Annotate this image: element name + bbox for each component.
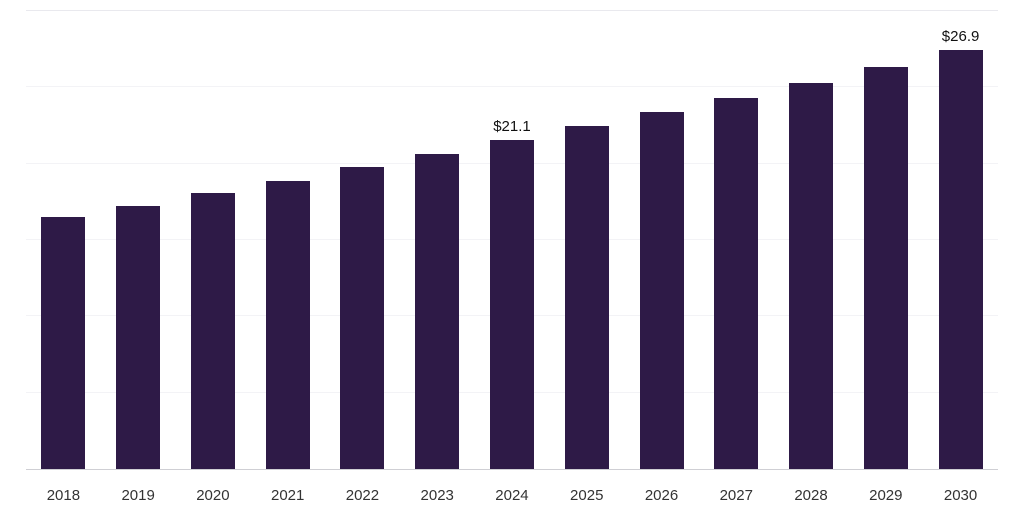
bar-group-2021: [265, 11, 310, 469]
x-tick-2028: 2028: [794, 487, 828, 504]
bar-2028: [789, 82, 834, 469]
bar-2025: [564, 126, 609, 469]
bar-group-2024: $21.1: [489, 11, 534, 469]
bar-group-2030: $26.9: [938, 11, 983, 469]
data-label-2024: $21.1: [493, 118, 531, 136]
bar-group-2022: [340, 11, 385, 469]
bar-2019: [116, 205, 161, 469]
x-tick-2018: 2018: [46, 487, 81, 504]
x-tick-2020: 2020: [196, 487, 230, 504]
bar-group-2029: [863, 11, 908, 469]
bar-2030: [938, 49, 983, 469]
x-tick-2025: 2025: [570, 487, 604, 504]
bar-2020: [190, 193, 235, 469]
bar-2018: [41, 216, 86, 469]
x-axis-labels: 2018 2019 2020 2021 2022 2023 2024 2025 2026 2027…: [26, 487, 998, 504]
bar-2029: [863, 67, 908, 469]
bar-group-2020: [190, 11, 235, 469]
bar-2023: [415, 154, 460, 469]
bar-group-2018: [41, 11, 86, 469]
x-tick-2024: 2024: [495, 487, 529, 504]
x-tick-2023: 2023: [420, 487, 454, 504]
x-tick-2019: 2019: [121, 487, 155, 504]
bar-group-2027: [714, 11, 759, 469]
x-tick-2030: 2030: [943, 487, 978, 504]
data-label-2030: $26.9: [941, 27, 980, 45]
bar-group-2023: [415, 11, 460, 469]
bar-2021: [265, 180, 310, 469]
x-tick-2026: 2026: [644, 487, 679, 504]
x-tick-2022: 2022: [345, 487, 380, 504]
bar-group-2025: [564, 11, 609, 469]
x-tick-2027: 2027: [719, 487, 753, 504]
bar-2022: [340, 166, 385, 469]
plot-area: $21.1 $26.9: [26, 10, 998, 470]
bar-group-2026: [639, 11, 684, 469]
bar-group-2019: [116, 11, 161, 469]
x-tick-2021: 2021: [270, 487, 305, 504]
bar-group-2028: [789, 11, 834, 469]
bar-2027: [714, 98, 759, 469]
bar-2026: [639, 112, 684, 469]
x-tick-2029: 2029: [869, 487, 903, 504]
bar-2024: [489, 140, 534, 469]
